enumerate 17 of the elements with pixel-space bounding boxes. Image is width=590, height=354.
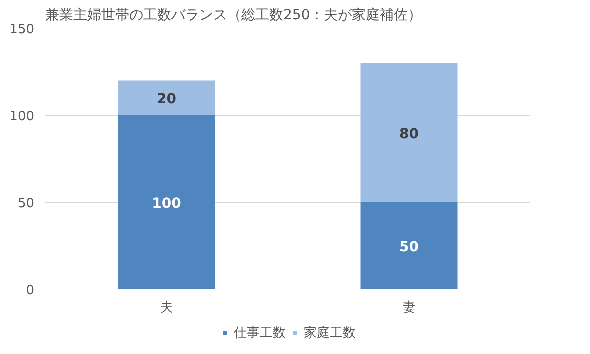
y-tick-label: 150 xyxy=(10,22,35,38)
bar xyxy=(360,202,458,290)
data-label: 50 xyxy=(400,240,420,256)
bar xyxy=(360,63,458,202)
legend-label: 家庭工数 xyxy=(304,325,356,342)
bar xyxy=(118,80,216,116)
data-label: 80 xyxy=(400,126,420,142)
x-tick-label: 妻 xyxy=(402,300,416,316)
chart-title: 兼業主婦世帯の工数バランス（総工数250：夫が家庭補佐） xyxy=(46,8,422,24)
y-tick-label: 100 xyxy=(10,110,35,124)
legend-label: 仕事工数 xyxy=(234,325,286,342)
y-tick-label: 0 xyxy=(26,284,35,298)
data-label: 20 xyxy=(157,92,177,108)
bar xyxy=(118,116,216,290)
data-label: 100 xyxy=(152,196,182,212)
x-tick-label: 夫 xyxy=(160,300,174,316)
y-tick-label: 50 xyxy=(18,196,35,212)
